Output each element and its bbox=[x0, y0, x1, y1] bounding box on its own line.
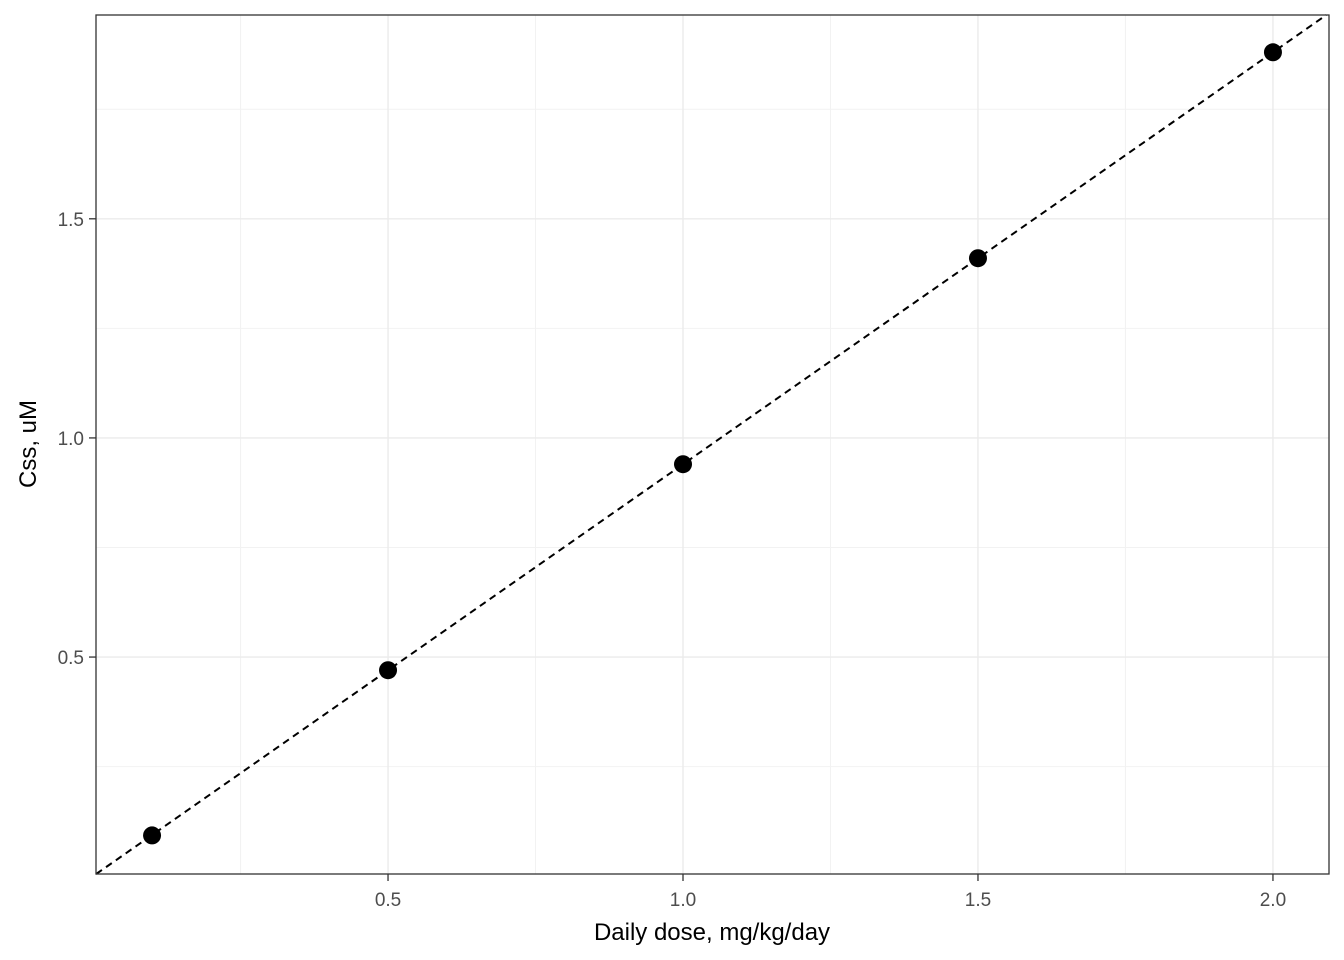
data-point bbox=[674, 455, 693, 474]
data-point bbox=[1263, 43, 1282, 62]
major-gridlines bbox=[96, 15, 1329, 874]
x-tick-label: 1.0 bbox=[670, 890, 696, 911]
y-tick-label: 1.0 bbox=[58, 429, 84, 450]
x-tick-label: 1.5 bbox=[965, 890, 991, 911]
plot-background bbox=[96, 15, 1329, 874]
y-axis: 0.5 1.0 1.5 bbox=[58, 210, 96, 669]
data-point bbox=[379, 661, 398, 680]
plot-area bbox=[95, 14, 1327, 875]
x-axis-title: Daily dose, mg/kg/day bbox=[594, 919, 830, 946]
data-point bbox=[143, 826, 162, 845]
x-axis: 0.5 1.0 1.5 2.0 bbox=[375, 874, 1286, 911]
x-tick-label: 2.0 bbox=[1260, 890, 1286, 911]
plot-border bbox=[95, 14, 1330, 875]
reference-line bbox=[95, 14, 1327, 875]
y-tick-label: 1.5 bbox=[58, 210, 84, 231]
minor-gridlines bbox=[96, 15, 1329, 874]
y-axis-title: Css, uM bbox=[15, 400, 42, 488]
x-tick-label: 0.5 bbox=[375, 890, 401, 911]
data-point bbox=[968, 249, 987, 268]
y-tick-label: 0.5 bbox=[58, 648, 84, 669]
